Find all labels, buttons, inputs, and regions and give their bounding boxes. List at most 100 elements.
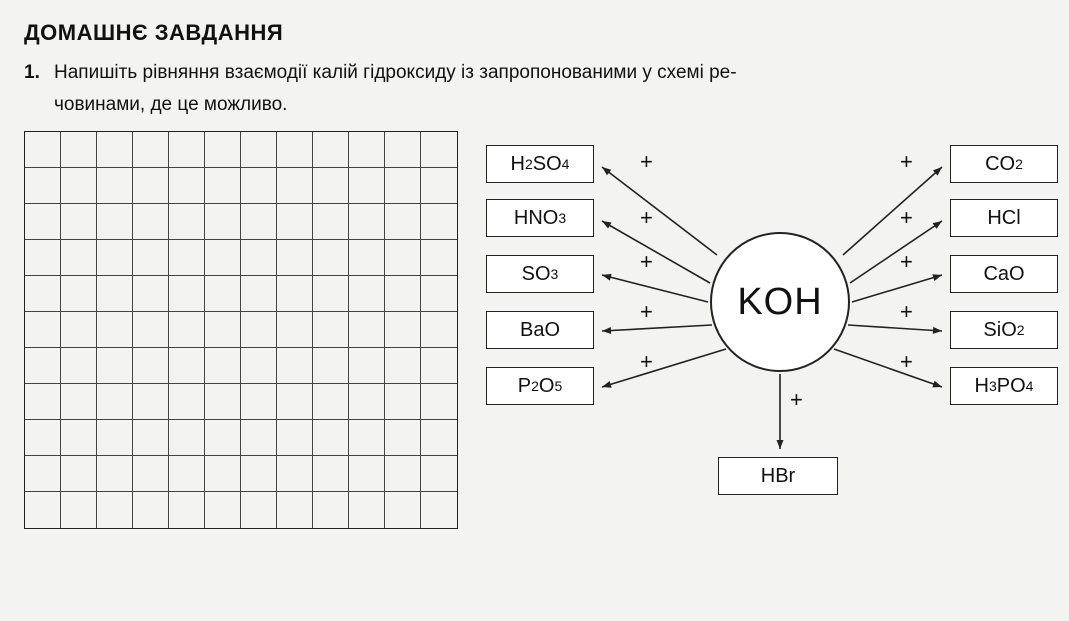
- grid-cell: [25, 240, 61, 276]
- grid-cell: [25, 456, 61, 492]
- plus-sign: +: [640, 249, 653, 275]
- plus-sign: +: [640, 149, 653, 175]
- formula-box-h2so4: H2SO4: [486, 145, 594, 183]
- grid-cell: [205, 348, 241, 384]
- grid-cell: [313, 348, 349, 384]
- plus-sign: +: [900, 249, 913, 275]
- grid-cell: [385, 240, 421, 276]
- grid-cell: [169, 240, 205, 276]
- grid-cell: [385, 492, 421, 528]
- grid-cell: [205, 456, 241, 492]
- center-node-koh: KOH: [710, 232, 850, 372]
- grid-cell: [133, 420, 169, 456]
- grid-cell: [133, 204, 169, 240]
- grid-cell: [169, 384, 205, 420]
- section-title: ДОМАШНЄ ЗАВДАННЯ: [24, 20, 1045, 46]
- grid-cell: [205, 312, 241, 348]
- grid-cell: [277, 168, 313, 204]
- formula-box-bao: BaO: [486, 311, 594, 349]
- grid-cell: [241, 384, 277, 420]
- grid-cell: [421, 348, 457, 384]
- grid-cell: [313, 456, 349, 492]
- grid-cell: [349, 456, 385, 492]
- grid-cell: [97, 312, 133, 348]
- grid-cell: [169, 312, 205, 348]
- formula-box-so3: SO3: [486, 255, 594, 293]
- grid-cell: [97, 420, 133, 456]
- grid-cell: [25, 276, 61, 312]
- grid-cell: [205, 276, 241, 312]
- grid-cell: [61, 204, 97, 240]
- answer-grid: [24, 131, 458, 529]
- grid-cell: [97, 168, 133, 204]
- grid-cell: [25, 348, 61, 384]
- grid-cell: [61, 312, 97, 348]
- formula-box-cao: CaO: [950, 255, 1058, 293]
- grid-cell: [313, 312, 349, 348]
- task-number: 1.: [24, 62, 46, 84]
- grid-cell: [385, 456, 421, 492]
- task-text-2: човинами, де це можливо.: [54, 92, 287, 118]
- grid-cell: [241, 348, 277, 384]
- grid-cell: [205, 420, 241, 456]
- grid-cell: [61, 456, 97, 492]
- grid-cell: [313, 420, 349, 456]
- grid-cell: [97, 492, 133, 528]
- grid-cell: [133, 348, 169, 384]
- grid-cell: [97, 276, 133, 312]
- grid-cell: [421, 492, 457, 528]
- grid-cell: [241, 204, 277, 240]
- formula-box-co2: CO2: [950, 145, 1058, 183]
- grid-cell: [241, 420, 277, 456]
- grid-cell: [313, 384, 349, 420]
- grid-cell: [349, 492, 385, 528]
- plus-sign: +: [640, 299, 653, 325]
- grid-cell: [133, 384, 169, 420]
- grid-cell: [61, 240, 97, 276]
- grid-cell: [277, 204, 313, 240]
- grid-cell: [97, 456, 133, 492]
- grid-cell: [421, 384, 457, 420]
- grid-cell: [61, 492, 97, 528]
- grid-cell: [277, 276, 313, 312]
- formula-box-hcl: HCl: [950, 199, 1058, 237]
- grid-cell: [241, 456, 277, 492]
- grid-cell: [277, 312, 313, 348]
- grid-cell: [349, 384, 385, 420]
- grid-cell: [349, 348, 385, 384]
- grid-cell: [349, 168, 385, 204]
- grid-cell: [385, 384, 421, 420]
- grid-cell: [241, 132, 277, 168]
- grid-cell: [205, 240, 241, 276]
- grid-cell: [169, 420, 205, 456]
- grid-cell: [205, 204, 241, 240]
- grid-cell: [25, 384, 61, 420]
- grid-cell: [277, 420, 313, 456]
- grid-cell: [169, 456, 205, 492]
- grid-cell: [385, 276, 421, 312]
- plus-sign: +: [900, 299, 913, 325]
- grid-cell: [277, 348, 313, 384]
- grid-cell: [349, 276, 385, 312]
- grid-cell: [241, 276, 277, 312]
- grid-cell: [385, 204, 421, 240]
- grid-cell: [349, 240, 385, 276]
- grid-cell: [25, 420, 61, 456]
- grid-cell: [169, 204, 205, 240]
- grid-cell: [385, 312, 421, 348]
- plus-sign: +: [900, 349, 913, 375]
- grid-cell: [313, 168, 349, 204]
- grid-cell: [97, 204, 133, 240]
- grid-cell: [169, 168, 205, 204]
- grid-cell: [97, 132, 133, 168]
- formula-box-hno3: HNO3: [486, 199, 594, 237]
- concept-diagram: KOH H2SO4+HNO3+SO3+BaO+P2O5+CO2+HCl+CaO+…: [470, 127, 1045, 567]
- grid-cell: [61, 384, 97, 420]
- grid-cell: [97, 384, 133, 420]
- task-line-1: 1. Напишіть рівняння взаємодії калій гід…: [24, 60, 1045, 86]
- grid-cell: [385, 168, 421, 204]
- grid-cell: [421, 240, 457, 276]
- grid-cell: [61, 420, 97, 456]
- grid-cell: [349, 204, 385, 240]
- grid-cell: [133, 456, 169, 492]
